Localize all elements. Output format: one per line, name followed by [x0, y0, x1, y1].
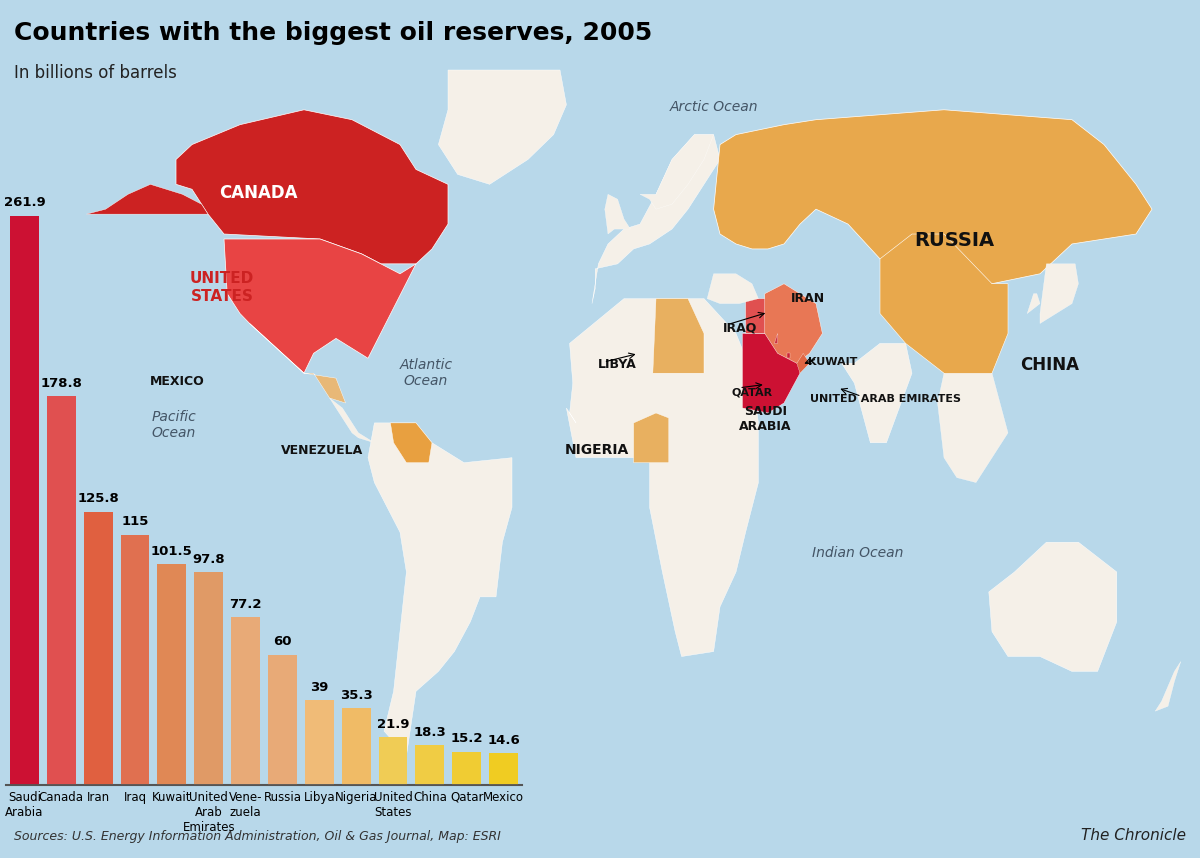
Text: 39: 39: [310, 680, 329, 694]
Polygon shape: [764, 284, 822, 363]
Bar: [84, 511, 113, 785]
Polygon shape: [1027, 293, 1040, 313]
Bar: [415, 746, 444, 785]
Polygon shape: [176, 110, 448, 264]
Bar: [342, 709, 371, 785]
Polygon shape: [1040, 264, 1079, 323]
Polygon shape: [937, 373, 1008, 482]
Bar: [268, 655, 296, 785]
Polygon shape: [605, 194, 630, 234]
Polygon shape: [787, 353, 791, 359]
Text: SAUDI
ARABIA: SAUDI ARABIA: [739, 405, 792, 432]
Polygon shape: [390, 423, 432, 462]
Text: 35.3: 35.3: [340, 689, 372, 702]
Text: UNITED ARAB EMIRATES: UNITED ARAB EMIRATES: [810, 394, 961, 404]
Text: QATAR: QATAR: [732, 387, 773, 397]
Text: The Chronicle: The Chronicle: [1080, 828, 1186, 843]
Text: 115: 115: [121, 516, 149, 529]
Bar: [490, 753, 518, 785]
Polygon shape: [330, 398, 374, 443]
Polygon shape: [438, 70, 566, 184]
Polygon shape: [640, 135, 714, 209]
Text: 125.8: 125.8: [77, 492, 119, 505]
Text: CHINA: CHINA: [1020, 356, 1080, 373]
Text: 178.8: 178.8: [41, 377, 83, 390]
Bar: [232, 617, 260, 785]
Text: 77.2: 77.2: [229, 598, 262, 611]
Text: 21.9: 21.9: [377, 718, 409, 731]
Text: VENEZUELA: VENEZUELA: [281, 444, 362, 457]
Text: In billions of barrels: In billions of barrels: [14, 64, 178, 82]
Polygon shape: [714, 110, 1152, 284]
Polygon shape: [653, 299, 704, 373]
Text: IRAQ: IRAQ: [724, 321, 757, 335]
Polygon shape: [743, 334, 800, 413]
Bar: [121, 535, 149, 785]
Polygon shape: [841, 343, 912, 443]
Polygon shape: [86, 184, 208, 214]
Polygon shape: [774, 334, 778, 343]
Text: Atlantic
Ocean: Atlantic Ocean: [400, 358, 452, 389]
Text: Indian Ocean: Indian Ocean: [812, 547, 904, 560]
Text: 60: 60: [274, 635, 292, 648]
Polygon shape: [250, 323, 346, 403]
Text: 14.6: 14.6: [487, 734, 520, 746]
Text: RUSSIA: RUSSIA: [914, 231, 994, 250]
Bar: [10, 215, 38, 785]
Polygon shape: [566, 299, 758, 656]
Text: Pacific
Ocean: Pacific Ocean: [151, 409, 197, 440]
Polygon shape: [1156, 662, 1181, 711]
Polygon shape: [224, 239, 416, 373]
Text: 261.9: 261.9: [4, 196, 46, 209]
Text: IRAN: IRAN: [791, 292, 824, 305]
Text: KUWAIT: KUWAIT: [808, 357, 858, 367]
Polygon shape: [707, 274, 758, 304]
Text: LIBYA: LIBYA: [598, 358, 636, 372]
Polygon shape: [745, 299, 778, 334]
Polygon shape: [880, 234, 1008, 393]
Bar: [305, 700, 334, 785]
Text: UNITED
STATES: UNITED STATES: [190, 271, 254, 304]
Bar: [452, 752, 481, 785]
Text: 101.5: 101.5: [151, 545, 193, 558]
Bar: [157, 565, 186, 785]
Polygon shape: [592, 135, 720, 304]
Text: MEXICO: MEXICO: [150, 375, 205, 389]
Polygon shape: [368, 423, 512, 756]
Text: Arctic Ocean: Arctic Ocean: [670, 100, 758, 114]
Text: CANADA: CANADA: [218, 184, 298, 202]
Bar: [379, 737, 407, 785]
Bar: [47, 396, 76, 785]
Bar: [194, 572, 223, 785]
Polygon shape: [797, 353, 810, 373]
Polygon shape: [989, 542, 1117, 672]
Text: 15.2: 15.2: [450, 733, 482, 746]
Text: 97.8: 97.8: [192, 553, 226, 566]
Polygon shape: [634, 413, 668, 462]
Text: 18.3: 18.3: [414, 726, 446, 739]
Text: NIGERIA: NIGERIA: [564, 444, 629, 457]
Text: Sources: U.S. Energy Information Administration, Oil & Gas Journal, Map: ESRI: Sources: U.S. Energy Information Adminis…: [14, 830, 502, 843]
Text: Countries with the biggest oil reserves, 2005: Countries with the biggest oil reserves,…: [14, 21, 653, 45]
